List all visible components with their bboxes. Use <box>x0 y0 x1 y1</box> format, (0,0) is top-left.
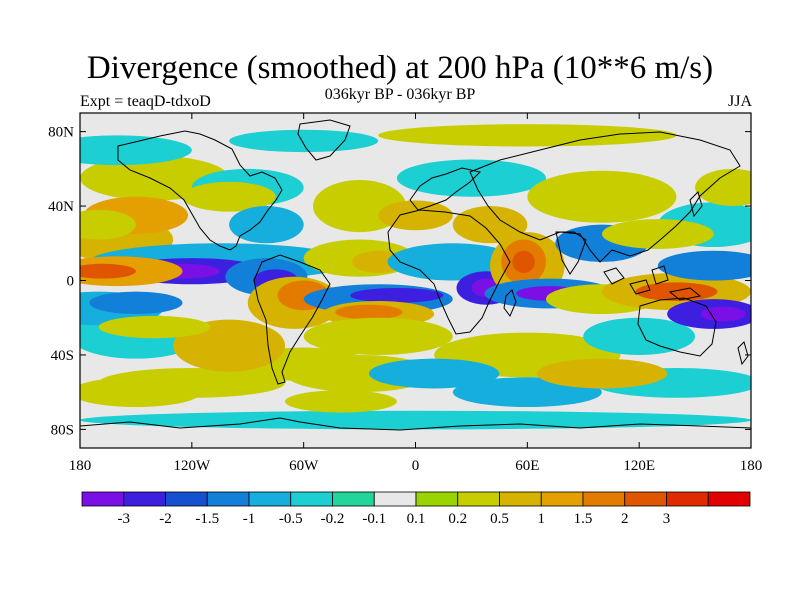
lat-tick-label: 80N <box>48 125 74 141</box>
contour-region <box>378 124 677 147</box>
colorbar-label: -1.5 <box>195 511 219 527</box>
colorbar-swatch <box>373 491 417 507</box>
colorbar-label: 1 <box>538 511 546 527</box>
lon-tick-label: 0 <box>412 458 420 474</box>
colorbar-swatch <box>457 491 500 507</box>
lon-tick-label: 60E <box>515 458 539 474</box>
divergence-field <box>80 113 751 448</box>
colorbar-label: -0.1 <box>362 511 386 527</box>
contour-region <box>583 317 696 355</box>
contour-region <box>452 206 528 244</box>
contour-region <box>512 250 535 274</box>
contour-region <box>285 390 397 413</box>
lon-tick-label: 120W <box>173 458 211 474</box>
lat-tick-label: 40S <box>51 348 74 364</box>
season-label: JJA <box>727 93 752 110</box>
contour-region <box>368 358 500 389</box>
contour-region <box>527 170 677 223</box>
colorbar-swatch <box>81 491 125 507</box>
contour-region <box>601 219 714 249</box>
colorbar-swatch <box>165 491 208 507</box>
colorbar-swatch <box>666 491 709 507</box>
experiment-label: Expt = teaqD-tdxoD <box>80 93 211 110</box>
plot-title: Divergence (smoothed) at 200 hPa (10**6 … <box>86 50 714 86</box>
colorbar-swatch <box>499 491 542 507</box>
contour-region <box>229 129 379 153</box>
colorbar-label: -0.5 <box>279 511 303 527</box>
contour-region <box>80 377 202 408</box>
plot-subtitle: 036kyr BP - 036kyr BP <box>324 86 476 103</box>
lat-tick-label: 0 <box>67 274 75 290</box>
contour-region <box>350 287 444 303</box>
contour-region <box>229 206 304 244</box>
colorbar-label: -0.2 <box>321 511 345 527</box>
contour-region <box>387 243 519 281</box>
colorbar-swatch <box>248 491 292 507</box>
contour-region <box>657 250 751 281</box>
lat-tick-label: 80S <box>51 422 74 438</box>
coastlines <box>80 119 751 431</box>
lon-tick-label: 120E <box>623 458 655 474</box>
colorbar-swatch <box>206 491 250 507</box>
colorbar-swatch <box>332 491 375 507</box>
contour-region <box>396 159 546 197</box>
map-axes: 80N 40N 0 40S 80S 180 120W 60W 0 60E 120E 180 <box>48 113 762 474</box>
contour-region <box>98 315 211 339</box>
colorbar-label: 2 <box>621 511 629 527</box>
colorbar-swatch <box>290 491 333 507</box>
lon-tick-label: 180 <box>69 458 92 474</box>
lat-tick-label: 40N <box>48 199 74 215</box>
contour-region <box>335 304 403 320</box>
colorbar-swatch <box>707 491 751 507</box>
contour-region <box>80 263 136 279</box>
colorbar-swatch <box>624 491 667 507</box>
colorbar-label: 0.5 <box>490 511 509 527</box>
colorbar-swatch <box>582 491 626 507</box>
colorbar-label: -3 <box>118 511 131 527</box>
lon-tick-label: 180 <box>740 458 763 474</box>
contour-region <box>303 317 453 355</box>
colorbar-label: 3 <box>663 511 671 527</box>
contour-region <box>80 410 751 430</box>
contour-region <box>695 168 751 207</box>
colorbar-swatch <box>123 491 166 507</box>
contour-region <box>80 209 136 240</box>
contour-region <box>378 200 453 231</box>
colorbar: -3 -2 -1.5 -1 -0.5 -0.2 -0.1 0.1 0.2 0.5 1 1.5 2 3 <box>81 491 751 527</box>
colorbar-label: 0.1 <box>407 511 426 527</box>
colorbar-label: -2 <box>159 511 172 527</box>
colorbar-swatch <box>415 491 459 507</box>
contour-region <box>182 181 276 212</box>
colorbar-label: 0.2 <box>448 511 467 527</box>
contour-region <box>700 306 746 322</box>
contour-region <box>80 135 192 166</box>
contour-region <box>536 358 668 389</box>
colorbar-swatch <box>540 491 584 507</box>
lon-tick-label: 60W <box>289 458 319 474</box>
contour-region <box>89 291 183 315</box>
colorbar-label: -1 <box>243 511 256 527</box>
colorbar-label: 1.5 <box>574 511 593 527</box>
